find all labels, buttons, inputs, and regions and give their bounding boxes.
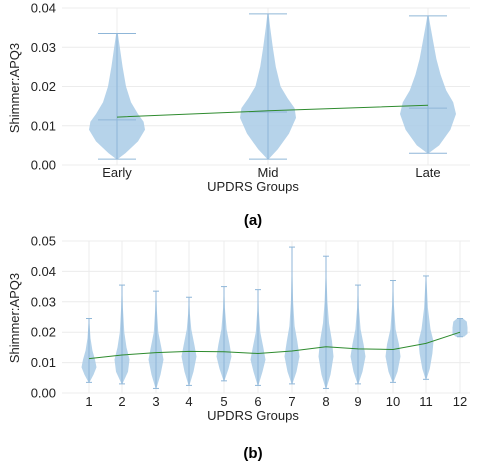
violins-b xyxy=(81,246,468,389)
violin-Early xyxy=(89,33,145,160)
chart-panel-b: 0.000.010.020.030.040.05 1 2 3 4 5 6 7 8 9 10 11 12… xyxy=(7,234,470,462)
violin-8 xyxy=(318,255,334,389)
violin-Late xyxy=(400,15,456,154)
x-tick-label: 9 xyxy=(354,394,361,409)
x-tick-label: Late xyxy=(415,165,440,180)
x-tick-label: 7 xyxy=(288,394,295,409)
x-tick-label: 1 xyxy=(85,394,92,409)
y-ticks-a: 0.00 0.01 0.02 0.03 0.04 xyxy=(31,1,56,173)
y-tick-label: 0.01 xyxy=(31,355,56,370)
x-ticks-a: Early Mid Late xyxy=(102,165,440,180)
x-tick-label: 10 xyxy=(386,394,400,409)
y-tick-label: 0.00 xyxy=(31,158,56,173)
caption-b: (b) xyxy=(243,445,262,462)
y-tick-label: 0.00 xyxy=(31,386,56,401)
x-tick-label: 6 xyxy=(254,394,261,409)
violin-10 xyxy=(385,280,401,383)
y-tick-label: 0.04 xyxy=(31,1,56,16)
violin-Mid xyxy=(240,13,296,160)
x-tick-label: 2 xyxy=(118,394,125,409)
x-tick-label: 12 xyxy=(453,394,467,409)
violins-a xyxy=(89,13,456,160)
x-tick-label: 5 xyxy=(220,394,227,409)
x-tick-label: Mid xyxy=(258,165,279,180)
x-tick-label: 11 xyxy=(419,394,433,409)
violin-6 xyxy=(250,289,266,386)
x-tick-label: 4 xyxy=(185,394,192,409)
violin-2 xyxy=(114,284,130,385)
violin-1 xyxy=(81,318,97,383)
y-tick-label: 0.03 xyxy=(31,294,56,309)
violin-5 xyxy=(216,286,232,382)
violin-4 xyxy=(181,296,197,386)
chart-panel-a: 0.00 0.01 0.02 0.03 0.04 Early Mid Late Shimme… xyxy=(7,1,470,229)
caption-a: (a) xyxy=(244,212,262,229)
y-tick-label: 0.03 xyxy=(31,40,56,55)
x-axis-label-a: UPDRS Groups xyxy=(207,179,299,194)
violin-7 xyxy=(284,246,300,385)
x-tick-label: 3 xyxy=(152,394,159,409)
y-tick-label: 0.02 xyxy=(31,79,56,94)
y-ticks-b: 0.00 0.01 0.02 0.03 0.04 0.05 xyxy=(31,234,56,401)
violin-11 xyxy=(418,275,434,380)
y-axis-label-a: Shimmer:APQ3 xyxy=(7,43,22,133)
violin-9 xyxy=(350,284,366,385)
violin-12 xyxy=(452,318,468,338)
y-tick-label: 0.04 xyxy=(31,264,56,279)
y-tick-label: 0.01 xyxy=(31,118,56,133)
x-tick-label: Early xyxy=(102,165,132,180)
y-tick-label: 0.05 xyxy=(31,234,56,249)
y-tick-label: 0.02 xyxy=(31,325,56,340)
violin-3 xyxy=(148,290,164,389)
x-ticks-b: 1 2 3 4 5 6 7 8 9 10 11 12 xyxy=(85,394,467,409)
x-tick-label: 8 xyxy=(322,394,329,409)
trend-line-b xyxy=(88,331,461,360)
x-axis-label-b: UPDRS Groups xyxy=(207,408,299,423)
y-axis-label-b: Shimmer:APQ3 xyxy=(7,273,22,363)
trend-line-a xyxy=(116,104,429,118)
